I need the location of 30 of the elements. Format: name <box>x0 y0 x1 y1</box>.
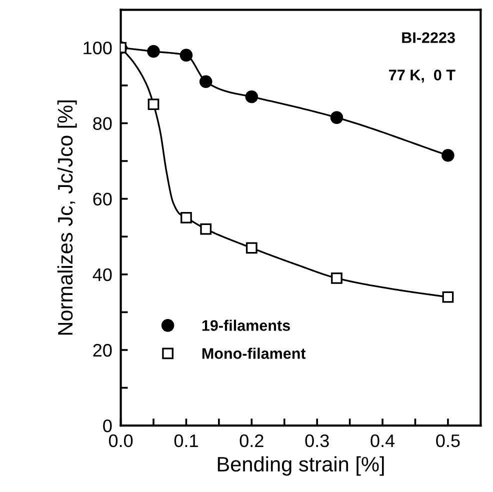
y-tick-label: 20 <box>93 344 112 357</box>
point <box>330 111 344 124</box>
point <box>245 90 258 104</box>
y-tick-label: 60 <box>93 192 112 206</box>
x-tick-label: 0.1 <box>174 434 198 448</box>
point <box>331 272 342 284</box>
y-tick-label: 80 <box>93 117 112 130</box>
x-tick-label: 0.3 <box>305 434 329 448</box>
x-tick-label: 0.2 <box>240 434 264 448</box>
point <box>199 75 212 88</box>
y-tick-label: 40 <box>92 268 112 282</box>
point <box>180 212 192 224</box>
x-tick-label: 0.5 <box>436 434 460 448</box>
point <box>442 291 454 303</box>
point <box>148 98 160 110</box>
legend-label: Mono-filament <box>202 348 306 359</box>
y-tick-label: 0 <box>103 420 112 432</box>
y-axis-title: Normalizes Jc, Jc/Jco [%] <box>57 100 77 335</box>
legend-label: 19-filaments <box>202 320 290 331</box>
point <box>442 148 454 162</box>
point <box>147 45 160 58</box>
point <box>246 242 258 254</box>
x-axis-title: Bending strain [%] <box>218 456 384 476</box>
point <box>180 48 193 62</box>
x-tick-label: 0.4 <box>370 434 395 448</box>
annotation: 77 K, 0 T <box>389 70 456 83</box>
point <box>200 223 212 235</box>
y-tick-label: 100 <box>84 42 112 54</box>
annotation: BI-2223 <box>402 32 455 44</box>
x-tick-label: 0.0 <box>108 434 133 448</box>
